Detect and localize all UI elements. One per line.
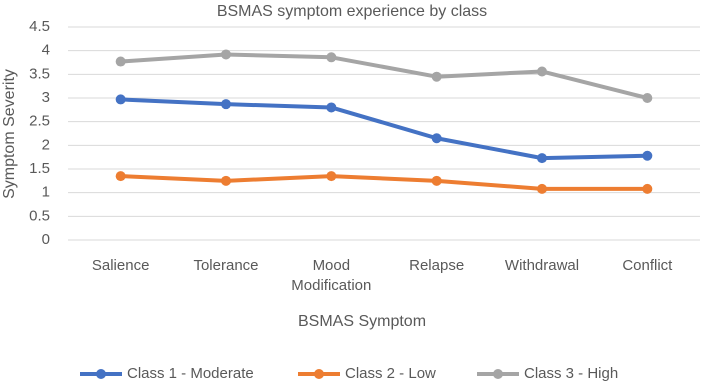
data-point: [326, 52, 337, 63]
y-tick-label: 4.5: [29, 18, 50, 35]
data-point: [221, 49, 231, 60]
legend-label: Class 2 - Low: [345, 365, 436, 382]
legend-label: Class 1 - Moderate: [127, 365, 254, 382]
data-point: [115, 94, 126, 105]
data-point: [537, 153, 547, 164]
data-point: [221, 99, 231, 110]
x-tick-label: Mood Modification: [291, 257, 372, 294]
data-point: [431, 175, 442, 186]
legend-label: Class 3 - High: [524, 365, 618, 382]
data-point: [537, 66, 547, 77]
y-tick-label: 1.5: [29, 160, 50, 177]
data-point: [537, 183, 547, 194]
data-point: [115, 171, 126, 182]
legend-marker: [314, 369, 324, 379]
x-tick-label: Withdrawal: [504, 257, 580, 274]
y-tick-label: 3.5: [29, 65, 50, 82]
data-point: [642, 150, 653, 161]
data-point: [326, 102, 337, 113]
data-point: [221, 175, 231, 186]
series-line: [120, 97, 648, 161]
series-line: [120, 52, 648, 100]
y-tick-label: 1: [42, 184, 50, 201]
data-point: [431, 133, 442, 144]
x-tick-label: Salience: [91, 257, 150, 274]
y-tick-label: 4: [42, 42, 50, 59]
y-tick-label: 0.5: [29, 207, 50, 224]
legend-marker: [493, 369, 503, 379]
data-point: [115, 56, 126, 67]
data-point: [642, 93, 653, 103]
y-axis-label: Symptom Severity: [1, 69, 18, 199]
x-axis-label: BSMAS Symptom: [298, 313, 426, 330]
series-line: [120, 174, 648, 191]
legend-marker: [96, 369, 106, 379]
y-tick-label: 2.5: [29, 113, 50, 130]
data-point: [431, 71, 442, 82]
x-tick-label: Relapse: [409, 257, 465, 274]
data-point: [326, 171, 337, 182]
y-tick-label: 0: [42, 231, 50, 248]
chart-title: BSMAS symptom experience by class: [217, 3, 487, 20]
x-tick-label: Tolerance: [193, 257, 259, 274]
y-tick-label: 3: [42, 89, 50, 106]
data-point: [642, 183, 653, 194]
x-tick-label: Conflict: [622, 257, 673, 274]
y-tick-label: 2: [42, 136, 50, 153]
